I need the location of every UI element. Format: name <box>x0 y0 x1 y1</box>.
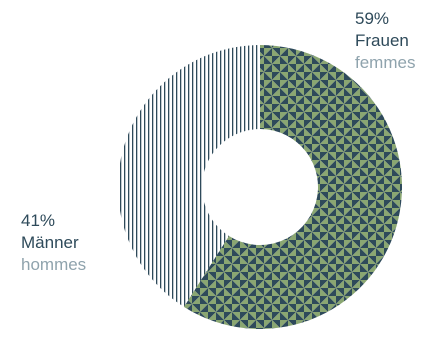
women-percent: 59% <box>355 9 390 28</box>
men-label-fr: hommes <box>21 255 87 274</box>
men-percent: 41% <box>21 211 56 230</box>
women-label-de: Frauen <box>355 31 409 50</box>
men-label-de: Männer <box>21 233 79 252</box>
women-label: 59% Frauen femmes <box>355 8 415 74</box>
slice-women <box>183 45 402 329</box>
women-label-fr: femmes <box>355 53 416 72</box>
slice-men <box>117 45 260 307</box>
men-label: 41% Männer hommes <box>21 210 86 276</box>
